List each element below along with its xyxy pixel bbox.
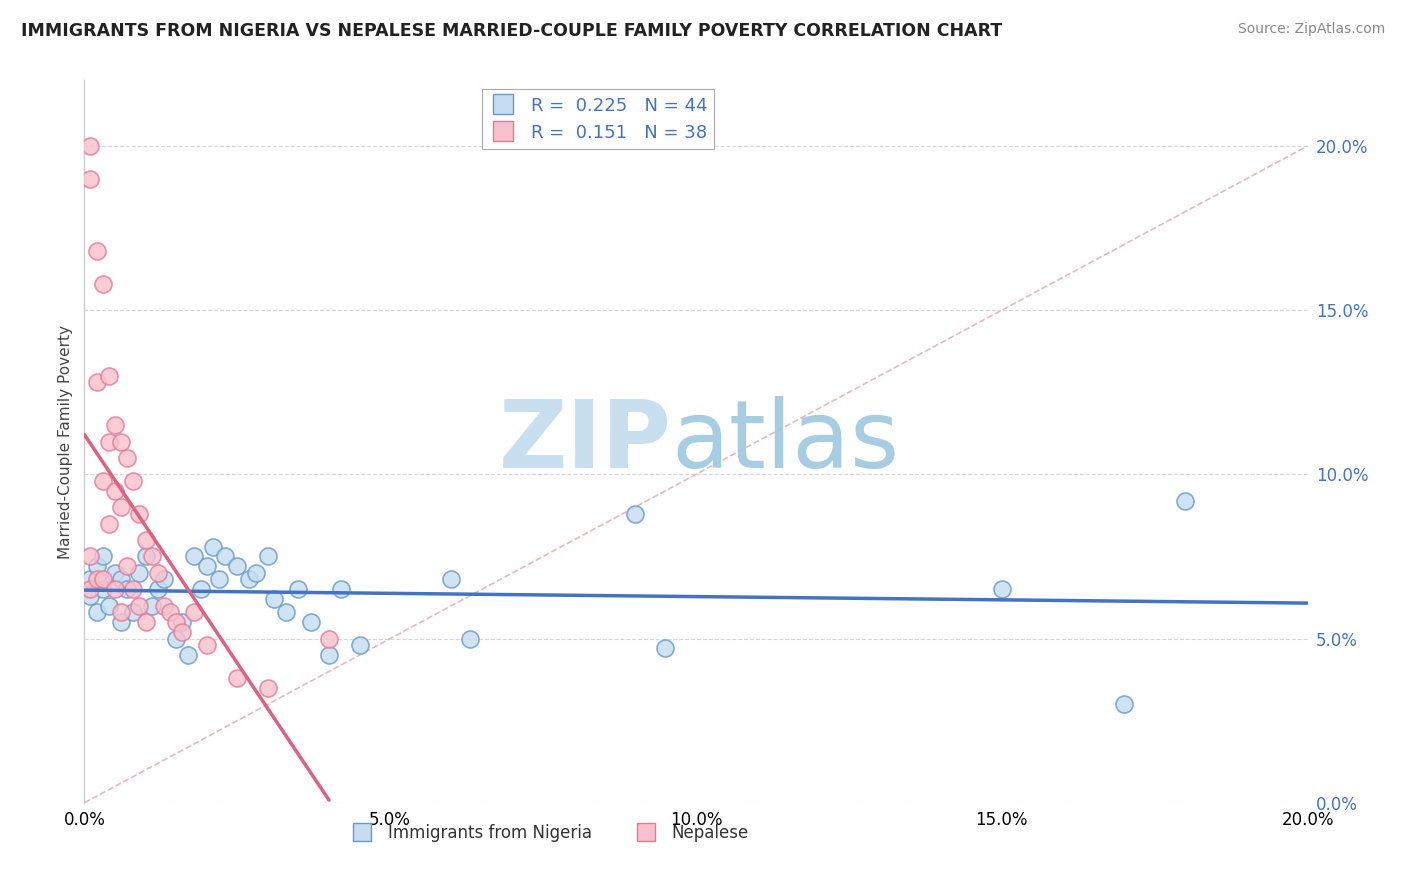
Point bbox=[110, 573, 132, 587]
Point bbox=[146, 566, 169, 580]
Point bbox=[349, 638, 371, 652]
Point bbox=[159, 605, 181, 619]
Point bbox=[79, 573, 101, 587]
Point bbox=[91, 549, 114, 564]
Point bbox=[318, 648, 340, 662]
Point bbox=[177, 648, 200, 662]
Point bbox=[135, 533, 157, 547]
Point bbox=[110, 615, 132, 630]
Point bbox=[299, 615, 322, 630]
Point bbox=[624, 507, 647, 521]
Point bbox=[146, 582, 169, 597]
Text: IMMIGRANTS FROM NIGERIA VS NEPALESE MARRIED-COUPLE FAMILY POVERTY CORRELATION CH: IMMIGRANTS FROM NIGERIA VS NEPALESE MARR… bbox=[21, 22, 1002, 40]
Point bbox=[128, 599, 150, 613]
Point bbox=[104, 582, 127, 597]
Point bbox=[110, 605, 132, 619]
Point bbox=[153, 599, 176, 613]
Point bbox=[122, 474, 145, 488]
Point bbox=[276, 605, 298, 619]
Point bbox=[330, 582, 353, 597]
Point bbox=[91, 277, 114, 291]
Point bbox=[115, 559, 138, 574]
Point bbox=[238, 573, 260, 587]
Point bbox=[226, 671, 249, 685]
Point bbox=[115, 582, 138, 597]
Point bbox=[991, 582, 1014, 597]
Point bbox=[440, 573, 463, 587]
Point bbox=[190, 582, 212, 597]
Point bbox=[183, 605, 205, 619]
Point bbox=[91, 573, 114, 587]
Point bbox=[79, 139, 101, 153]
Text: ZIP: ZIP bbox=[499, 395, 672, 488]
Point bbox=[86, 559, 108, 574]
Point bbox=[183, 549, 205, 564]
Point bbox=[91, 474, 114, 488]
Point bbox=[318, 632, 340, 646]
Point bbox=[141, 599, 163, 613]
Point bbox=[172, 615, 194, 630]
Point bbox=[104, 566, 127, 580]
Y-axis label: Married-Couple Family Poverty: Married-Couple Family Poverty bbox=[58, 325, 73, 558]
Point bbox=[110, 500, 132, 515]
Point bbox=[104, 483, 127, 498]
Point bbox=[195, 559, 218, 574]
Point bbox=[214, 549, 236, 564]
Point bbox=[104, 418, 127, 433]
Point bbox=[79, 582, 101, 597]
Point bbox=[287, 582, 309, 597]
Point bbox=[79, 589, 101, 603]
Point bbox=[122, 605, 145, 619]
Point bbox=[208, 573, 231, 587]
Point bbox=[135, 549, 157, 564]
Point bbox=[122, 582, 145, 597]
Point bbox=[172, 625, 194, 640]
Point bbox=[226, 559, 249, 574]
Point bbox=[141, 549, 163, 564]
Point bbox=[135, 615, 157, 630]
Point bbox=[201, 540, 224, 554]
Point bbox=[97, 516, 120, 531]
Point bbox=[153, 573, 176, 587]
Point bbox=[79, 171, 101, 186]
Point bbox=[97, 368, 120, 383]
Text: atlas: atlas bbox=[672, 395, 900, 488]
Point bbox=[195, 638, 218, 652]
Point bbox=[86, 244, 108, 258]
Point bbox=[257, 681, 280, 695]
Point bbox=[654, 641, 676, 656]
Point bbox=[1114, 698, 1136, 712]
Point bbox=[91, 582, 114, 597]
Point bbox=[458, 632, 481, 646]
Point bbox=[165, 632, 187, 646]
Legend: Immigrants from Nigeria, Nepalese: Immigrants from Nigeria, Nepalese bbox=[343, 817, 755, 848]
Point bbox=[128, 566, 150, 580]
Point bbox=[245, 566, 267, 580]
Point bbox=[86, 376, 108, 390]
Point bbox=[86, 573, 108, 587]
Text: Source: ZipAtlas.com: Source: ZipAtlas.com bbox=[1237, 22, 1385, 37]
Point bbox=[257, 549, 280, 564]
Point bbox=[1174, 493, 1197, 508]
Point bbox=[86, 605, 108, 619]
Point bbox=[79, 549, 101, 564]
Point bbox=[165, 615, 187, 630]
Point bbox=[110, 434, 132, 449]
Point bbox=[128, 507, 150, 521]
Point bbox=[115, 450, 138, 465]
Point bbox=[97, 599, 120, 613]
Point bbox=[97, 434, 120, 449]
Point bbox=[263, 592, 285, 607]
